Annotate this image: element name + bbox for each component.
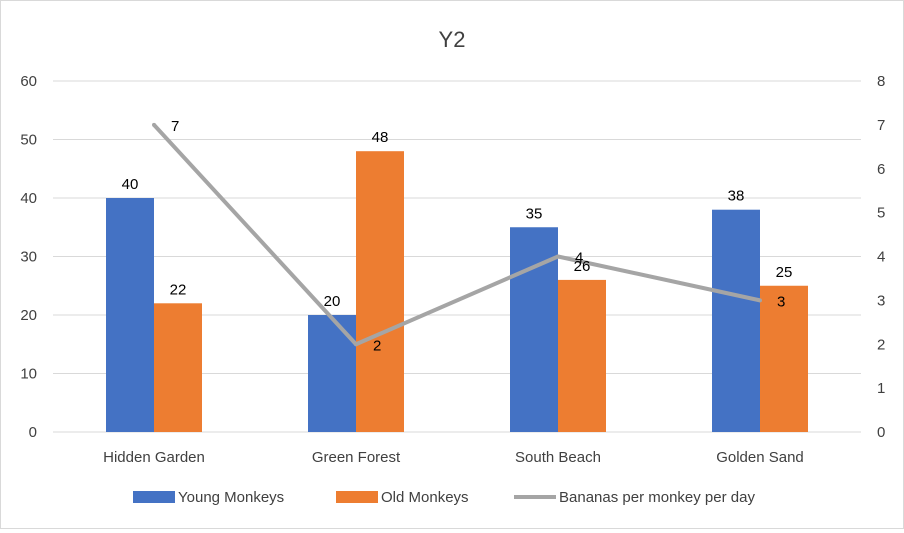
bar-data-label: 26 [574,258,591,275]
line-path [152,123,761,347]
legend-label: Young Monkeys [178,489,284,506]
right-tick-label: 7 [877,117,885,134]
category-label: Golden Sand [716,449,804,466]
bar-data-label: 48 [372,129,389,146]
left-axis-ticks: 0 10 20 30 40 50 60 [20,73,37,441]
left-tick-label: 10 [20,366,37,383]
line-point [152,122,156,127]
line-point [758,298,762,303]
legend-swatch [133,491,175,503]
bar-data-label: 22 [170,281,187,298]
bar-data-label: 38 [728,188,745,205]
right-tick-label: 4 [877,249,885,266]
bar [712,209,760,432]
line-series [152,122,762,347]
bar-data-label: 35 [526,205,543,222]
bar [356,151,404,432]
bar [308,315,356,432]
left-tick-label: 60 [20,73,37,90]
bar [558,279,606,432]
bar-data-label: 25 [776,264,793,281]
line-data-label: 4 [575,250,583,267]
legend-swatch [336,491,378,503]
category-label: South Beach [515,449,601,466]
bar-data-label: 20 [324,293,341,310]
line-data-label: 3 [777,293,785,310]
right-axis-ticks: 0 1 2 3 4 5 6 7 8 [877,73,885,441]
category-label: Green Forest [312,449,401,466]
right-tick-label: 2 [877,336,885,353]
line-point [354,342,358,347]
left-tick-label: 40 [20,190,37,207]
left-tick-label: 0 [29,424,37,441]
left-tick-label: 50 [20,132,37,149]
left-tick-label: 20 [20,307,37,324]
data-labels: 40 22 20 48 35 26 38 25 7 2 4 3 [122,118,793,354]
left-tick-label: 30 [20,249,37,266]
right-tick-label: 8 [877,73,885,90]
bar [106,198,154,432]
legend-label: Old Monkeys [381,489,469,506]
bar [760,285,808,432]
line-data-label: 2 [373,337,381,354]
right-tick-label: 5 [877,205,885,222]
bars [106,151,808,432]
legend-label: Bananas per monkey per day [559,489,755,506]
right-tick-label: 1 [877,380,885,397]
category-labels: Hidden Garden Green Forest South Beach Gold… [103,449,804,466]
line-data-label: 7 [171,118,179,135]
right-tick-label: 0 [877,424,885,441]
chart-title: Y2 [439,27,466,52]
legend: Young Monkeys Old Monkeys Bananas per monk… [133,489,755,506]
line-point [556,254,560,259]
category-label: Hidden Garden [103,449,205,466]
bar-data-label: 40 [122,176,139,193]
right-tick-label: 3 [877,292,885,309]
bar [154,303,202,432]
right-tick-label: 6 [877,161,885,178]
